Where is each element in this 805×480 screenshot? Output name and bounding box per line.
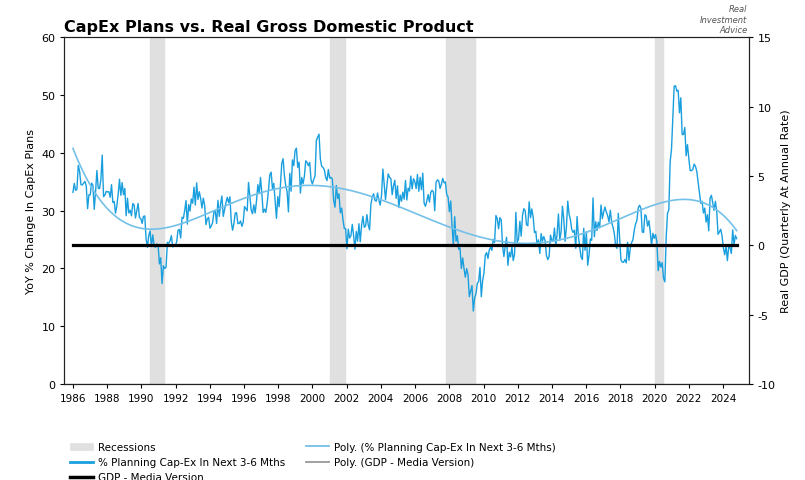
Bar [446,38,475,384]
Text: Real
Investment
Advice: Real Investment Advice [700,5,747,35]
Y-axis label: Real GDP (Quarterly At Annual Rate): Real GDP (Quarterly At Annual Rate) [781,109,791,313]
Legend: Recessions, % Planning Cap-Ex In Next 3-6 Mths, GDP - Media Version, Poly. (% Pl: Recessions, % Planning Cap-Ex In Next 3-… [69,442,555,480]
Bar [329,38,345,384]
Text: CapEx Plans vs. Real Gross Domestic Product: CapEx Plans vs. Real Gross Domestic Prod… [64,20,474,35]
Bar [654,38,663,384]
Bar [150,38,163,384]
Y-axis label: YoY % Change In CapEx Plans: YoY % Change In CapEx Plans [26,129,35,294]
